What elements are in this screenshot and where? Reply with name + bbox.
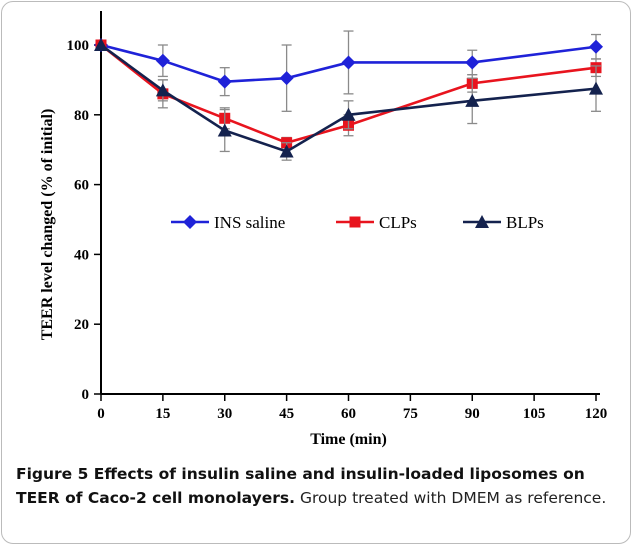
caption-rest: Group treated with DMEM as reference.	[295, 489, 607, 507]
legend-label-clps: CLPs	[379, 213, 417, 232]
legend-marker-ins-saline	[183, 215, 197, 229]
line-chart: 0 20 40 60 80 100 0 15 30 45 60 75 90 105 120 Time (min…	[39, 11, 608, 448]
legend-label-ins-saline: INS saline	[214, 213, 285, 232]
y-tick-label: 40	[74, 247, 89, 263]
x-tick-label: 0	[97, 406, 105, 422]
x-tick-label: 90	[465, 406, 480, 422]
ins-saline-point	[341, 55, 356, 70]
y-tick-label: 80	[74, 108, 89, 124]
legend-marker-blps	[475, 215, 489, 228]
y-tick-label: 0	[82, 387, 90, 403]
x-axis-title: Time (min)	[310, 431, 387, 448]
blps-point	[155, 83, 170, 97]
blps-point	[341, 107, 356, 121]
x-tick-label: 30	[217, 406, 232, 422]
x-tick-label: 120	[585, 406, 608, 422]
ins-saline-point	[279, 71, 294, 86]
caption-bold: Figure 5 Effects of insulin saline and i…	[16, 465, 585, 507]
blps-point	[589, 81, 603, 95]
x-tick-label: 75	[403, 406, 418, 422]
y-axis-title: TEER level changed (% of initial)	[39, 109, 56, 341]
figure-caption: Figure 5 Effects of insulin saline and i…	[16, 462, 616, 510]
ins-saline-point	[589, 39, 603, 54]
legend-label-blps: BLPs	[506, 213, 544, 232]
y-tick-label: 20	[74, 317, 89, 333]
y-tick-label: 60	[74, 178, 89, 194]
blps-point	[94, 38, 108, 51]
legend-marker-clps	[349, 216, 361, 228]
blps-point	[217, 123, 232, 137]
x-tick-label: 105	[523, 406, 546, 422]
blps-point	[279, 144, 294, 158]
x-tick-label: 45	[279, 406, 294, 422]
y-tick-label: 100	[67, 38, 90, 54]
ins-saline-point	[155, 53, 170, 68]
x-tick-label: 15	[155, 406, 170, 422]
ins-saline-point	[217, 74, 232, 89]
blps-point	[465, 93, 480, 107]
x-tick-label: 60	[341, 406, 356, 422]
ins-saline-point	[465, 55, 480, 70]
